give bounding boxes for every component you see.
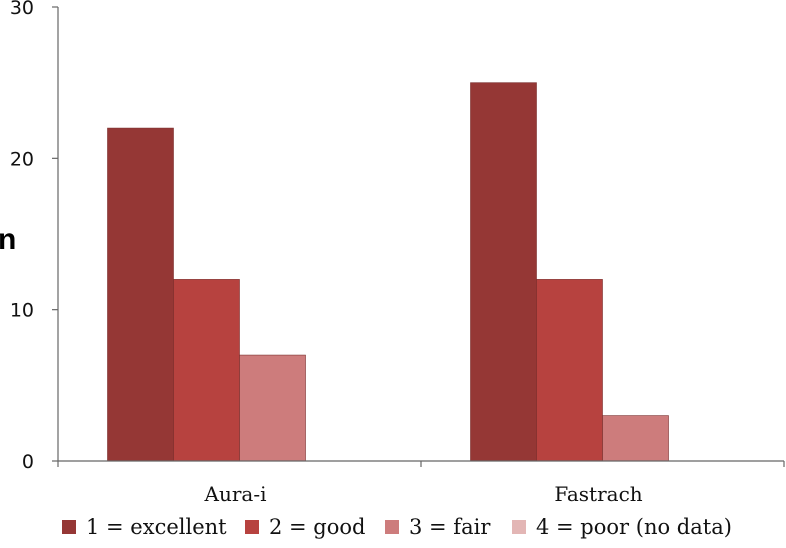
legend-label: 4 = poor (no data) <box>536 515 732 539</box>
legend-label: 2 = good <box>269 515 365 539</box>
legend-swatch <box>385 520 399 534</box>
bar <box>602 415 669 462</box>
y-tick-label: 20 <box>10 148 34 170</box>
legend-swatch <box>62 520 76 534</box>
legend-label: 1 = excellent <box>86 515 227 539</box>
legend-swatch <box>512 520 526 534</box>
y-tick-label: 0 <box>22 451 34 473</box>
x-category-label: Aura-i <box>204 482 267 506</box>
y-axis-label: n <box>0 223 16 256</box>
bar <box>173 279 240 462</box>
bar <box>239 354 306 462</box>
legend: 1 = excellent 2 = good 3 = fair 4 = poor (n… <box>62 515 732 539</box>
bars-group <box>107 82 669 462</box>
y-tick-label: 10 <box>10 300 34 322</box>
legend-swatch <box>245 520 259 534</box>
x-ticks-group: Aura-i Fastrach <box>57 461 785 506</box>
y-ticks-group: 0 10 20 30 <box>10 0 58 473</box>
y-tick-label: 30 <box>10 0 34 19</box>
x-category-label: Fastrach <box>554 482 642 506</box>
bar <box>107 127 174 462</box>
bar <box>470 82 537 462</box>
bar <box>536 279 603 462</box>
legend-label: 3 = fair <box>409 515 491 539</box>
